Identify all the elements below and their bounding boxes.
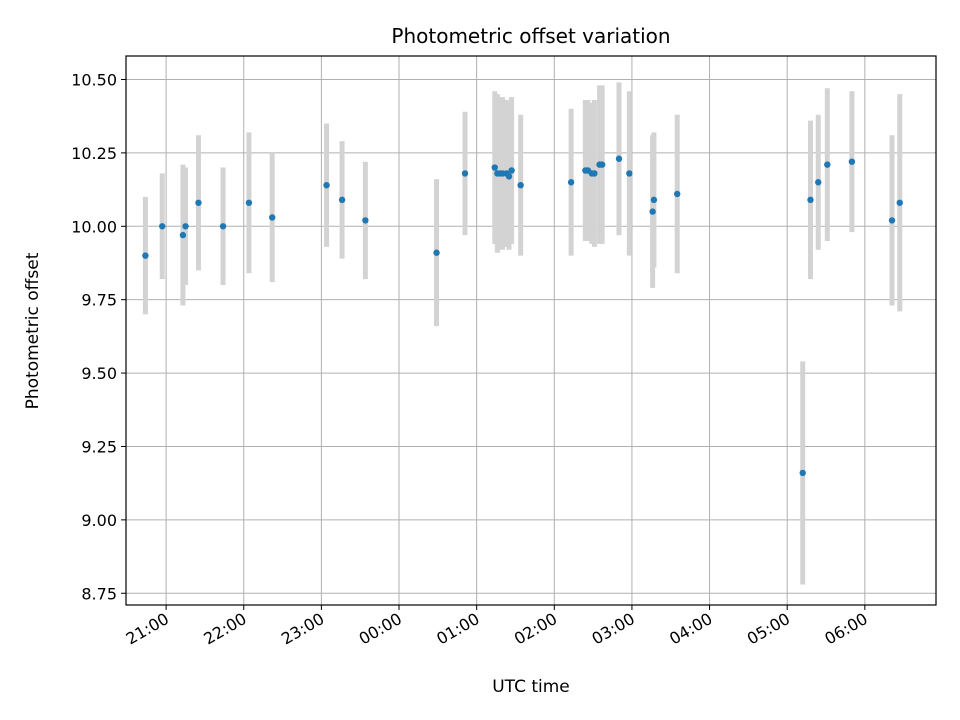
y-tick-label: 10.00 (71, 217, 117, 236)
data-point (461, 170, 469, 177)
data-points (142, 155, 903, 477)
y-tick-label: 10.50 (71, 70, 117, 89)
x-tick-label: 00:00 (356, 609, 405, 649)
data-point (505, 173, 513, 180)
data-point (491, 164, 498, 171)
data-point (179, 231, 187, 239)
data-point (888, 217, 896, 224)
data-point (159, 223, 166, 230)
data-point (815, 179, 822, 186)
error-bars (142, 82, 903, 585)
y-tick-label: 9.25 (81, 437, 117, 456)
data-point (142, 252, 149, 259)
data-point (182, 223, 189, 230)
y-tick-label: 9.00 (81, 511, 117, 530)
data-point (615, 155, 623, 162)
x-tick-label: 02:00 (511, 609, 560, 649)
x-tick-label: 21:00 (123, 609, 172, 649)
data-point (896, 199, 903, 206)
plot-area-frame (125, 55, 937, 606)
data-point (269, 214, 276, 221)
data-point (219, 223, 227, 230)
x-axis-title: UTC time (492, 677, 570, 697)
data-point (433, 249, 440, 256)
x-tick-label: 05:00 (744, 609, 793, 649)
x-tick-label: 01:00 (433, 609, 482, 649)
y-tick-label: 9.75 (81, 291, 117, 310)
data-point (848, 158, 856, 165)
y-tick-label: 9.50 (81, 364, 117, 383)
chart-title: Photometric offset variation (391, 24, 670, 48)
data-point (591, 170, 598, 177)
x-tick-label: 22:00 (200, 609, 249, 649)
grid-lines (126, 56, 936, 605)
x-tick-label: 03:00 (588, 609, 637, 649)
data-point (362, 217, 369, 224)
data-point (195, 199, 202, 206)
data-point (323, 181, 330, 189)
data-point (799, 469, 806, 477)
x-tick-label: 04:00 (666, 609, 715, 649)
x-tick-label: 06:00 (821, 609, 870, 649)
data-point (626, 170, 633, 177)
data-point (567, 179, 575, 186)
data-point (508, 167, 515, 174)
data-point (674, 190, 681, 198)
y-axis-title: Photometric offset (23, 252, 43, 409)
data-point (245, 199, 253, 206)
y-tick-label: 8.75 (81, 584, 117, 603)
data-point (824, 161, 831, 168)
data-point (650, 196, 658, 204)
axis-ticks: 8.75 9.00 9.25 9.50 9.75 10.00 10.25 10.50 21:00… (71, 70, 871, 648)
data-point (807, 196, 814, 204)
data-point (517, 181, 524, 189)
data-point (649, 208, 656, 215)
data-point (598, 161, 606, 168)
x-tick-label: 23:00 (278, 609, 327, 649)
y-tick-label: 10.25 (71, 144, 117, 163)
data-point (338, 196, 346, 204)
